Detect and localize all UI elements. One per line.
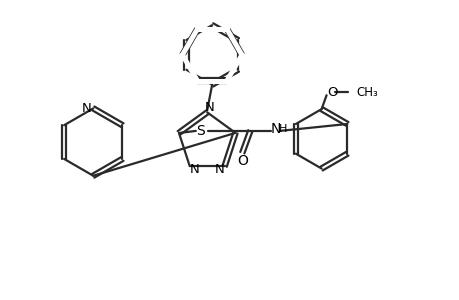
Text: N: N: [81, 102, 91, 115]
Text: N: N: [190, 163, 199, 176]
Text: N: N: [204, 101, 213, 114]
Text: N: N: [214, 163, 224, 176]
Text: O: O: [326, 86, 337, 99]
Text: S: S: [196, 124, 205, 138]
Text: N: N: [270, 122, 280, 136]
Text: CH₃: CH₃: [356, 86, 377, 99]
Text: O: O: [236, 154, 247, 168]
Text: H: H: [278, 124, 286, 134]
